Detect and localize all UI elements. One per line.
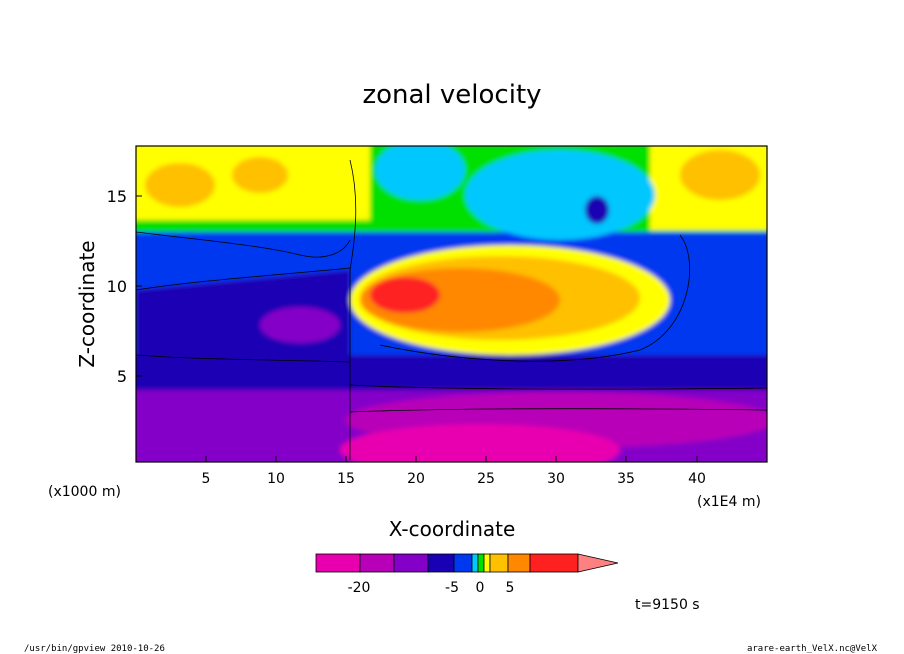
x-axis-label: X-coordinate [389, 517, 516, 541]
y-tick-label: 5 [117, 367, 127, 386]
velocity-field [136, 146, 767, 462]
y-axis-label: Z-coordinate [75, 240, 99, 367]
x-tick-label: 20 [407, 471, 425, 487]
colorbar-segment [427, 553, 455, 573]
colorbar-segment [453, 553, 473, 573]
x-unit-label: (x1E4 m) [697, 494, 761, 510]
colorbar-extend-arrow [577, 553, 619, 573]
colorbar-tick-label: -20 [348, 580, 371, 596]
x-tick-label: 40 [688, 471, 706, 487]
tick-marks [136, 195, 698, 462]
footer-right: arare-earth_VelX.nc@VelX [747, 644, 878, 654]
chart-title: zonal velocity [362, 80, 541, 110]
y-unit-label: (x1000 m) [48, 484, 121, 500]
colorbar-segment [483, 553, 491, 573]
time-annotation: t=9150 s [635, 597, 700, 613]
x-tick-label: 10 [267, 471, 285, 487]
y-tick-label: 10 [107, 277, 127, 296]
plot-frame [135, 145, 768, 463]
colorbar-segment [393, 553, 429, 573]
colorbar-tick-label: 5 [506, 580, 515, 596]
x-tick-label: 25 [477, 471, 495, 487]
x-tick-label: 35 [617, 471, 635, 487]
y-tick-label: 15 [107, 187, 127, 206]
colorbar-segment [477, 553, 485, 573]
colorbar-segment [489, 553, 509, 573]
colorbar-tick-label: 0 [476, 580, 485, 596]
colorbar-segment [529, 553, 579, 573]
colorbar-tick-label: -5 [445, 580, 459, 596]
colorbar-segment [507, 553, 531, 573]
x-tick-label: 5 [202, 471, 211, 487]
colorbar-segment [315, 553, 361, 573]
x-tick-label: 30 [547, 471, 565, 487]
x-tick-label: 15 [337, 471, 355, 487]
colorbar-segment [359, 553, 395, 573]
colorbar-segment [471, 553, 479, 573]
footer-left: /usr/bin/gpview 2010-10-26 [24, 644, 165, 654]
colorbar [315, 553, 619, 573]
